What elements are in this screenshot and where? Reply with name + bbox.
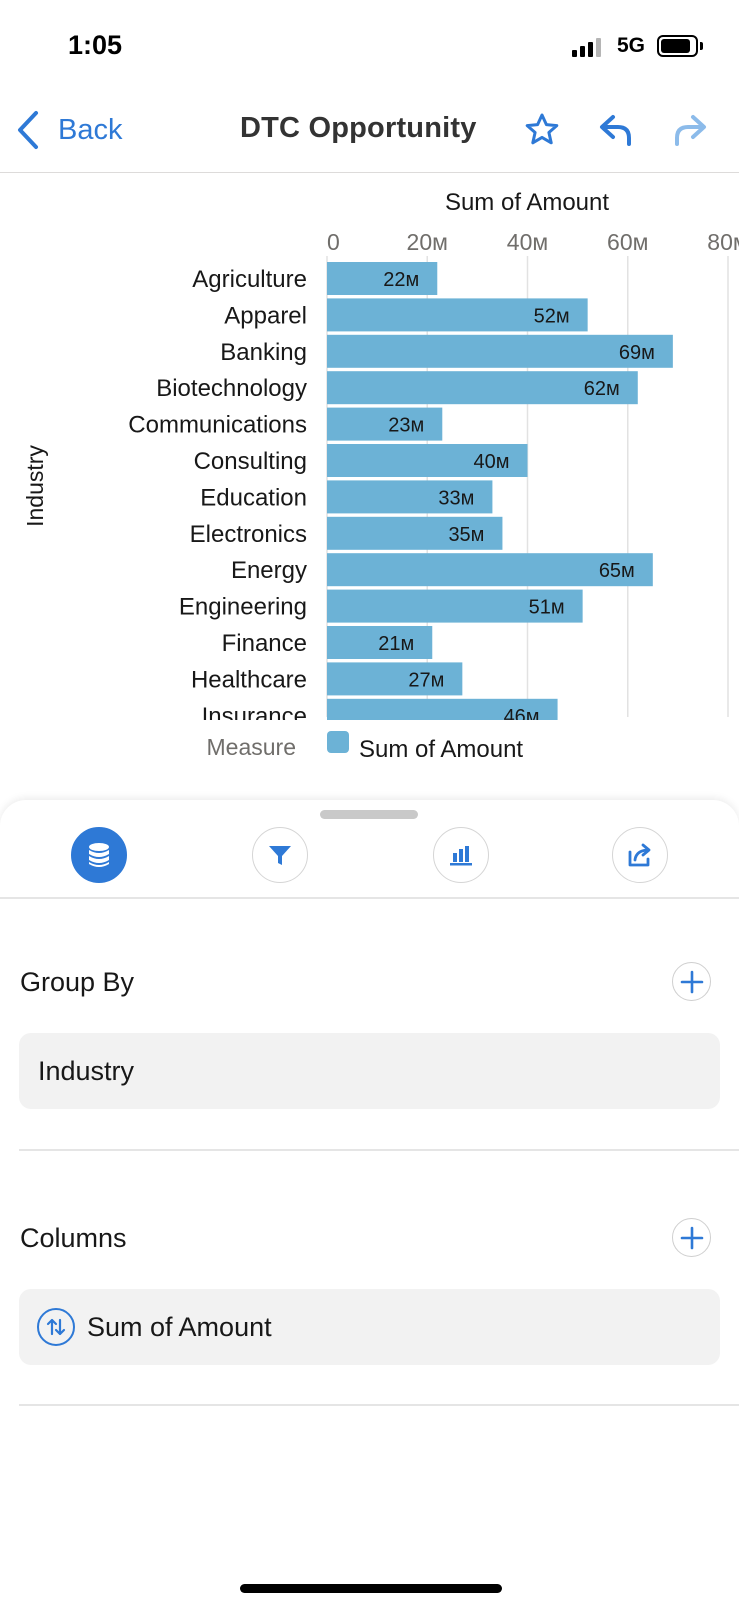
data-label: 21м xyxy=(378,633,414,655)
column-field[interactable]: Sum of Amount xyxy=(19,1289,720,1365)
bar[interactable] xyxy=(327,662,463,696)
group-by-value: Industry xyxy=(38,1055,135,1086)
data-icon xyxy=(89,843,109,867)
legend-label: Sum of Amount xyxy=(359,736,523,763)
category-label: Finance xyxy=(222,630,307,657)
category-label: Agriculture xyxy=(192,266,307,293)
chart-title: Sum of Amount xyxy=(445,189,609,216)
category-label: Banking xyxy=(220,339,307,366)
category-label: Energy xyxy=(231,557,307,584)
group-by-title: Group By xyxy=(20,967,135,997)
x-tick-label: 80м xyxy=(707,229,739,255)
back-label: Back xyxy=(58,113,123,146)
home-indicator xyxy=(240,1584,502,1593)
chart-canvas: Sum of Amount Industry 0 20м 40м 60м 80м Agr… xyxy=(0,189,739,784)
bar[interactable] xyxy=(327,589,583,623)
bottom-panel: Group By Industry Columns Sum of Amount xyxy=(0,800,739,1600)
bar[interactable] xyxy=(327,298,588,332)
y-axis-label: Industry xyxy=(22,445,48,527)
tab-data[interactable] xyxy=(71,827,127,883)
x-tick-label: 40м xyxy=(507,229,548,255)
data-label: 65м xyxy=(599,560,635,582)
status-bar: 1:05 5G xyxy=(0,0,739,90)
bar[interactable] xyxy=(327,553,653,587)
category-label: Electronics xyxy=(190,521,307,548)
nav-bar: Back DTC Opportunity xyxy=(0,90,739,173)
filter-icon xyxy=(269,846,291,865)
category-label: Communications xyxy=(128,412,307,439)
bar[interactable] xyxy=(327,334,673,368)
data-label: 51м xyxy=(529,597,565,619)
section-divider xyxy=(19,1149,739,1151)
data-label: 62м xyxy=(584,378,620,400)
x-tick-label: 60м xyxy=(607,229,648,255)
battery-cap xyxy=(700,42,703,50)
category-label: Healthcare xyxy=(191,666,307,693)
legend-swatch xyxy=(327,731,349,753)
legend-title: Measure xyxy=(207,734,296,760)
bar[interactable] xyxy=(327,516,503,550)
chart-scroll-mask xyxy=(0,720,739,784)
category-label: Education xyxy=(200,484,307,511)
category-label: Consulting xyxy=(194,448,307,475)
battery-icon xyxy=(657,35,698,57)
group-by-field[interactable]: Industry xyxy=(19,1033,720,1109)
x-tick-label: 20м xyxy=(407,229,448,255)
data-label: 69м xyxy=(619,342,655,364)
data-label: 22м xyxy=(383,269,419,291)
chevron-left-icon xyxy=(18,111,38,149)
add-group-by-button[interactable] xyxy=(672,962,711,1001)
back-button[interactable]: Back xyxy=(16,108,122,152)
plus-icon xyxy=(680,1226,703,1249)
tabs-divider xyxy=(0,897,739,899)
category-label: Biotechnology xyxy=(156,375,307,402)
category-label: Engineering xyxy=(179,594,307,621)
page-title: DTC Opportunity xyxy=(240,112,477,144)
undo-icon[interactable] xyxy=(596,110,636,150)
data-label: 23м xyxy=(388,415,424,437)
section-divider xyxy=(19,1404,739,1406)
category-label: Apparel xyxy=(224,302,307,329)
columns-title: Columns xyxy=(20,1223,127,1253)
drag-handle[interactable] xyxy=(320,810,418,819)
plus-icon xyxy=(680,970,703,993)
tab-share[interactable] xyxy=(612,827,668,883)
chart-icon xyxy=(450,846,472,866)
bar[interactable] xyxy=(327,371,638,405)
column-value: Sum of Amount xyxy=(87,1311,272,1342)
bar[interactable] xyxy=(327,444,528,477)
data-label: 33м xyxy=(438,487,474,509)
x-tick-label: 0 xyxy=(327,229,340,255)
data-label: 35м xyxy=(448,524,484,546)
data-label: 40м xyxy=(474,451,510,473)
sort-icon[interactable] xyxy=(37,1308,75,1346)
status-time: 1:05 xyxy=(68,30,123,60)
data-label: 52м xyxy=(534,305,570,327)
share-icon xyxy=(628,843,651,867)
bar[interactable] xyxy=(327,262,438,295)
tab-chart[interactable] xyxy=(433,827,489,883)
data-label: 27м xyxy=(408,669,444,691)
bar[interactable] xyxy=(327,626,433,659)
redo-icon[interactable] xyxy=(670,110,710,150)
add-column-button[interactable] xyxy=(672,1218,711,1257)
bar[interactable] xyxy=(327,480,493,514)
signal-icon xyxy=(572,37,604,57)
bar-chart: Sum of Amount Industry 0 20м 40м 60м 80м Agr… xyxy=(0,174,739,784)
tab-filter[interactable] xyxy=(252,827,308,883)
star-icon[interactable] xyxy=(522,110,562,150)
bar[interactable] xyxy=(327,407,443,441)
network-label: 5G xyxy=(617,34,646,57)
